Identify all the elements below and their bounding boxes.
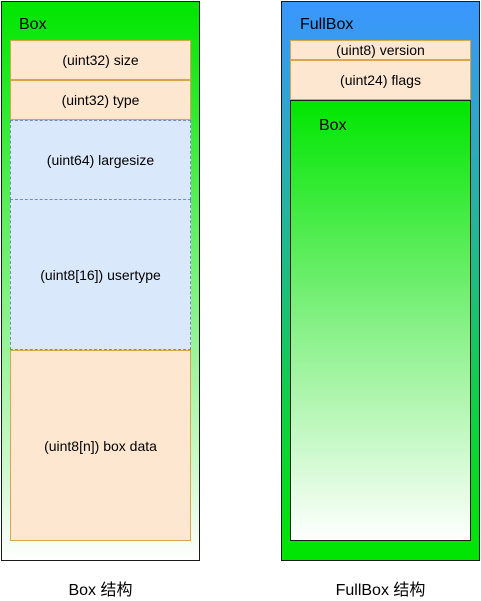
field-size: (uint32) size [10,40,191,80]
field-box-data: (uint8[n]) box data [10,350,191,541]
field-largesize: (uint64) largesize [10,120,191,200]
field-type: (uint32) type [10,80,191,120]
field-version: (uint8) version [290,40,471,60]
inner-box [290,100,471,541]
fullbox-caption: FullBox 结构 [335,582,426,599]
inner-box-label: Box [319,117,347,134]
fullbox-title: FullBox [300,16,354,33]
box-caption: Box 结构 [68,582,133,599]
field-flags: (uint24) flags [290,60,471,100]
field-usertype: (uint8[16]) usertype [10,200,191,350]
box-title: Box [19,16,47,33]
